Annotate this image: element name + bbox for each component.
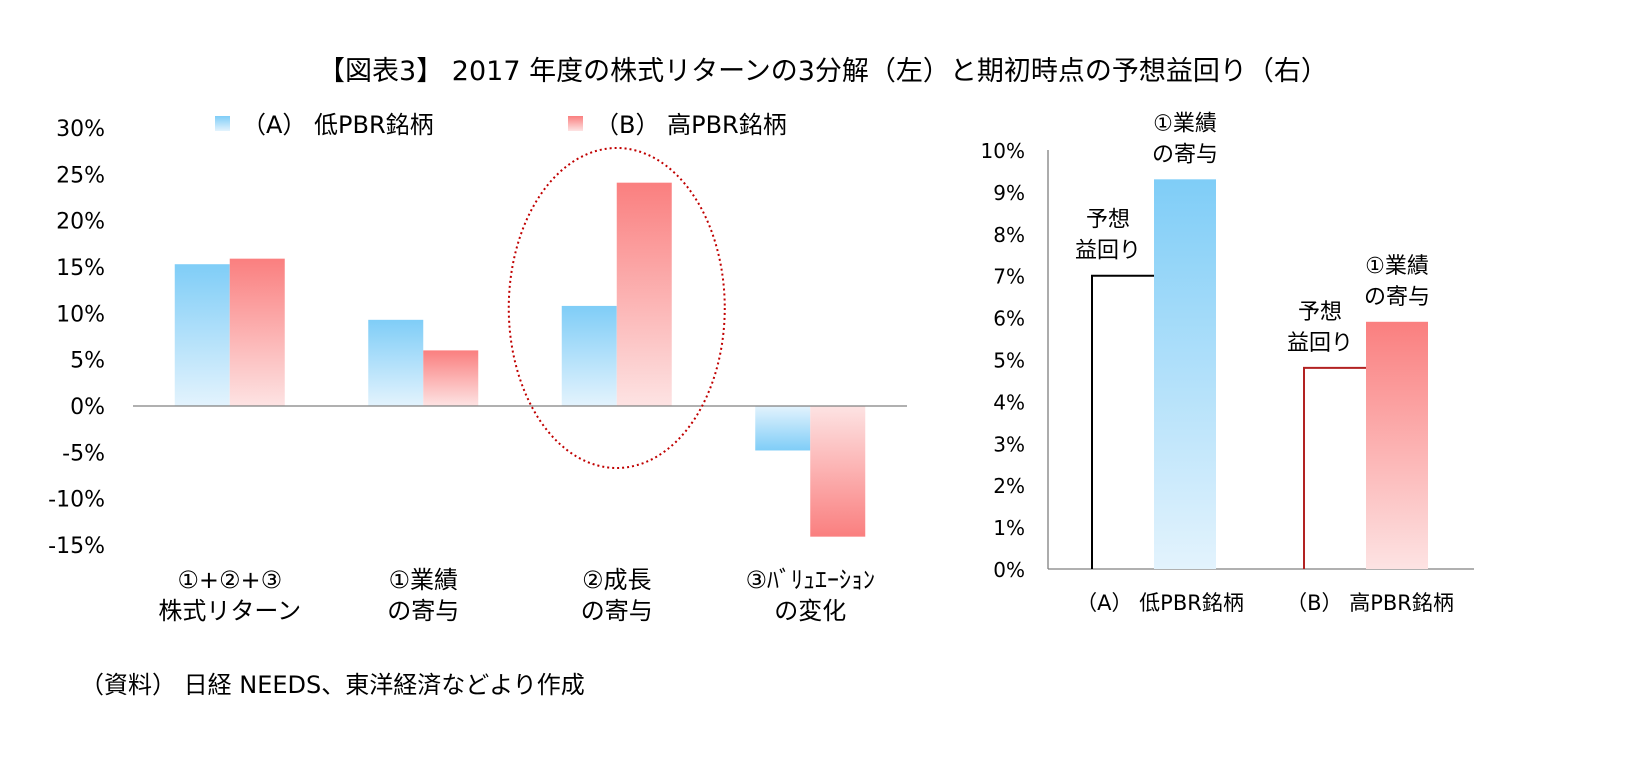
y-tick-label: 8% xyxy=(993,223,1025,247)
figure-title: 【図表3】 2017 年度の株式リターンの3分解（左）と期初時点の予想益回り（右… xyxy=(318,56,1328,87)
earnings-yield-bar xyxy=(1091,274,1154,569)
y-tick-label: -15% xyxy=(48,534,105,559)
x-category-label: の寄与 xyxy=(387,597,459,625)
earnings-yield-bar xyxy=(1303,366,1366,569)
x-category-label: ③ﾊﾞﾘｭｴｰｼｮﾝ xyxy=(745,566,875,594)
y-tick-label: 1% xyxy=(993,516,1025,540)
bar-low-pbr xyxy=(368,319,424,406)
data-label: 予想 xyxy=(1298,300,1342,325)
y-tick-label: 9% xyxy=(993,181,1025,205)
x-category-label: ②成長 xyxy=(582,566,652,594)
y-tick-label: 30% xyxy=(56,117,105,142)
y-tick-label: -5% xyxy=(62,441,105,466)
y-tick-label: 4% xyxy=(993,390,1025,414)
y-tick-label: 5% xyxy=(993,349,1025,373)
bar-low-pbr xyxy=(755,406,811,451)
y-tick-label: 7% xyxy=(993,265,1025,289)
data-label: の寄与 xyxy=(1364,285,1430,310)
y-tick-label: 10% xyxy=(981,139,1025,163)
left-chart: 30% 25% 20% 15% 10% 5% 0% -5% -10% -15% ①+②+③ 株式リター… xyxy=(48,111,907,625)
bar-high-pbr xyxy=(616,182,672,406)
y-tick-label: 0% xyxy=(70,395,105,420)
data-label: 益回り xyxy=(1287,331,1353,356)
x-category-label: （B） 高PBR銘柄 xyxy=(1286,591,1454,615)
y-tick-label: 5% xyxy=(70,349,105,374)
bar-low-pbr xyxy=(561,305,617,406)
legend-swatch xyxy=(215,116,230,131)
y-tick-label: 0% xyxy=(993,558,1025,582)
y-tick-label: 25% xyxy=(56,163,105,188)
legend-swatch xyxy=(568,116,583,131)
source-note: （資料） 日経 NEEDS、東洋経済などより作成 xyxy=(80,671,585,699)
x-category-label: の寄与 xyxy=(581,597,653,625)
data-label: 予想 xyxy=(1086,208,1130,233)
legend-label: （A） 低PBR銘柄 xyxy=(242,111,434,139)
data-label: 益回り xyxy=(1075,239,1141,264)
y-tick-label: -10% xyxy=(48,488,105,513)
y-tick-label: 3% xyxy=(993,432,1025,456)
x-category-label: の変化 xyxy=(774,597,846,625)
y-tick-label: 15% xyxy=(56,256,105,281)
x-category-label: ①業績 xyxy=(388,566,458,594)
bar-high-pbr xyxy=(423,350,479,406)
data-label: ①業績 xyxy=(1153,111,1217,136)
x-category-label: （A） 低PBR銘柄 xyxy=(1076,591,1244,615)
highlight-ellipse xyxy=(507,147,726,469)
bar-low-pbr xyxy=(174,264,230,406)
x-category-label: 株式リターン xyxy=(158,597,301,625)
earnings-contribution-bar xyxy=(1154,179,1216,569)
y-tick-label: 10% xyxy=(56,302,105,327)
x-category-label: ①+②+③ xyxy=(177,566,282,594)
y-tick-label: 2% xyxy=(993,474,1025,498)
y-tick-label: 20% xyxy=(56,210,105,235)
bar-high-pbr xyxy=(810,406,866,537)
data-label: の寄与 xyxy=(1152,142,1218,167)
legend-label: （B） 高PBR銘柄 xyxy=(595,111,787,139)
data-label: ①業績 xyxy=(1365,254,1429,279)
bar-high-pbr xyxy=(229,258,285,406)
earnings-contribution-bar xyxy=(1366,321,1428,569)
y-tick-label: 6% xyxy=(993,307,1025,331)
